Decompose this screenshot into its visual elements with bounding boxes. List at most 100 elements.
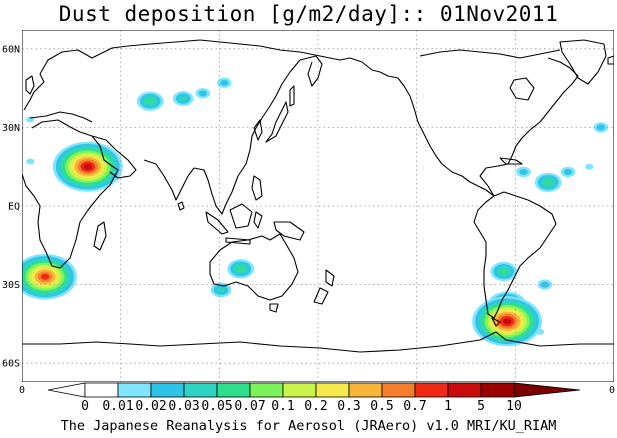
coast-tasmania: [269, 303, 279, 313]
dust-contour: [146, 98, 155, 105]
coast-philippines: [251, 175, 263, 201]
coast-se-asia: [193, 55, 317, 215]
dust-contour: [596, 124, 606, 131]
axis-end-right: 0: [609, 385, 615, 396]
dust-region: [560, 166, 576, 178]
colorbar-tick-label: 0.2: [304, 399, 327, 414]
coast-mediterranean: [29, 111, 93, 123]
coast-sumatra: [205, 211, 229, 235]
dust-contour: [220, 79, 229, 86]
dust-region: [216, 77, 232, 89]
dust-region: [585, 163, 594, 170]
coast-korea: [253, 119, 263, 141]
coast-na-east: [479, 57, 579, 197]
dust-contour: [236, 265, 245, 272]
dust-contour: [26, 158, 35, 165]
dust-contour: [216, 286, 226, 293]
dust-contour: [519, 168, 528, 175]
colorbar-tick-label: 0.01: [102, 399, 133, 414]
colorbar-tick-label: 0: [81, 399, 89, 414]
dust-contour: [502, 318, 512, 325]
colorbar-segment: [117, 382, 152, 398]
lat-label-60S: 60S: [2, 359, 20, 370]
dust-region: [136, 91, 164, 111]
coast-new-guinea: [273, 221, 305, 241]
dust-region: [52, 141, 123, 192]
lat-label-30S: 30S: [2, 280, 20, 291]
dust-contour: [178, 95, 188, 102]
dust-region: [172, 91, 194, 106]
colorbar-left-arrow: [47, 382, 86, 398]
coast-australia: [209, 233, 299, 301]
dust-contour: [83, 163, 92, 170]
dust-region: [490, 261, 518, 282]
coast-arabia: [91, 135, 137, 179]
lat-label-60N: 60N: [2, 44, 20, 55]
coast-kamchatka: [307, 55, 323, 87]
map-title: Dust deposition [g/m2/day]:: 01Nov2011: [58, 2, 559, 26]
colorbar-tick-label: 0.1: [271, 399, 294, 414]
coast-canada-arctic: [419, 49, 561, 59]
gridlines: [22, 30, 614, 382]
colorbar-tick-label: 10: [506, 399, 522, 414]
coast-greenland: [559, 39, 607, 85]
coast-nz-north: [325, 269, 335, 287]
colorbar-tick-label: 0.03: [168, 399, 199, 414]
colorbar-tick-label: 1: [444, 399, 452, 414]
coast-sakhalin: [289, 85, 295, 107]
colorbar-tick-label: 0.7: [403, 399, 426, 414]
colorbar-segment: [381, 382, 416, 398]
coast-java: [225, 237, 251, 245]
coast-cuba: [499, 157, 523, 165]
colorbar-segment: [183, 382, 218, 398]
colorbar-tick-label: 0.3: [337, 399, 360, 414]
colorbar-segment: [249, 382, 284, 398]
coast-uk: [25, 75, 35, 95]
dust-contour: [499, 268, 509, 275]
axis-end-left: 0: [19, 385, 25, 396]
dust-contour: [535, 328, 545, 335]
colorbar-segment: [216, 382, 251, 398]
dust-region: [210, 282, 232, 298]
coast-africa: [22, 119, 119, 269]
coast-india: [143, 159, 195, 201]
colorbar-tick-label: 0.05: [201, 399, 232, 414]
colorbar: 0 0.01 0.02 0.03 0.05 0.07 0.1 0.2 0.3 0.5 0.7 1 5 10…: [19, 382, 615, 414]
colorbar-segment: [447, 382, 482, 398]
coast-antarctica: [22, 331, 614, 353]
colorbar-segment: [414, 382, 449, 398]
dust-region: [593, 122, 609, 133]
dust-contour: [544, 179, 553, 186]
dust-contour: [585, 163, 594, 170]
dust-region: [534, 172, 562, 193]
dust-region: [227, 259, 255, 279]
coast-madagascar: [93, 221, 107, 251]
footer-credit: The Japanese Reanalysis for Aerosol (JRA…: [60, 418, 557, 434]
coast-south-america: [473, 191, 557, 319]
colorbar-segment: [150, 382, 185, 398]
colorbar-segment: [315, 382, 350, 398]
dust-region: [26, 158, 35, 165]
colorbar-segment: [480, 382, 515, 398]
dust-region: [472, 296, 543, 347]
coast-tierra: [491, 317, 501, 327]
colorbar-tick-label: 0.07: [234, 399, 265, 414]
dust-contour: [563, 168, 573, 175]
coast-nz-south: [313, 287, 329, 305]
colorbar-tick-label: 0.5: [370, 399, 393, 414]
coast-hudson: [509, 77, 535, 101]
coastlines: [22, 39, 614, 353]
colorbar-segment: [282, 382, 317, 398]
dust-region: [535, 328, 545, 335]
colorbar-tick-label: 5: [477, 399, 485, 414]
lat-label-EQ: EQ: [8, 202, 20, 213]
coast-sulawesi: [253, 211, 263, 229]
lat-label-30N: 30N: [2, 123, 20, 134]
colorbar-segment: [84, 382, 119, 398]
coast-alaska: [339, 57, 399, 79]
dust-layer: [22, 77, 609, 347]
coast-north-america: [397, 77, 495, 197]
dust-region: [516, 166, 531, 178]
latitude-labels: 60N 30N EQ 30S 60S: [2, 44, 20, 369]
